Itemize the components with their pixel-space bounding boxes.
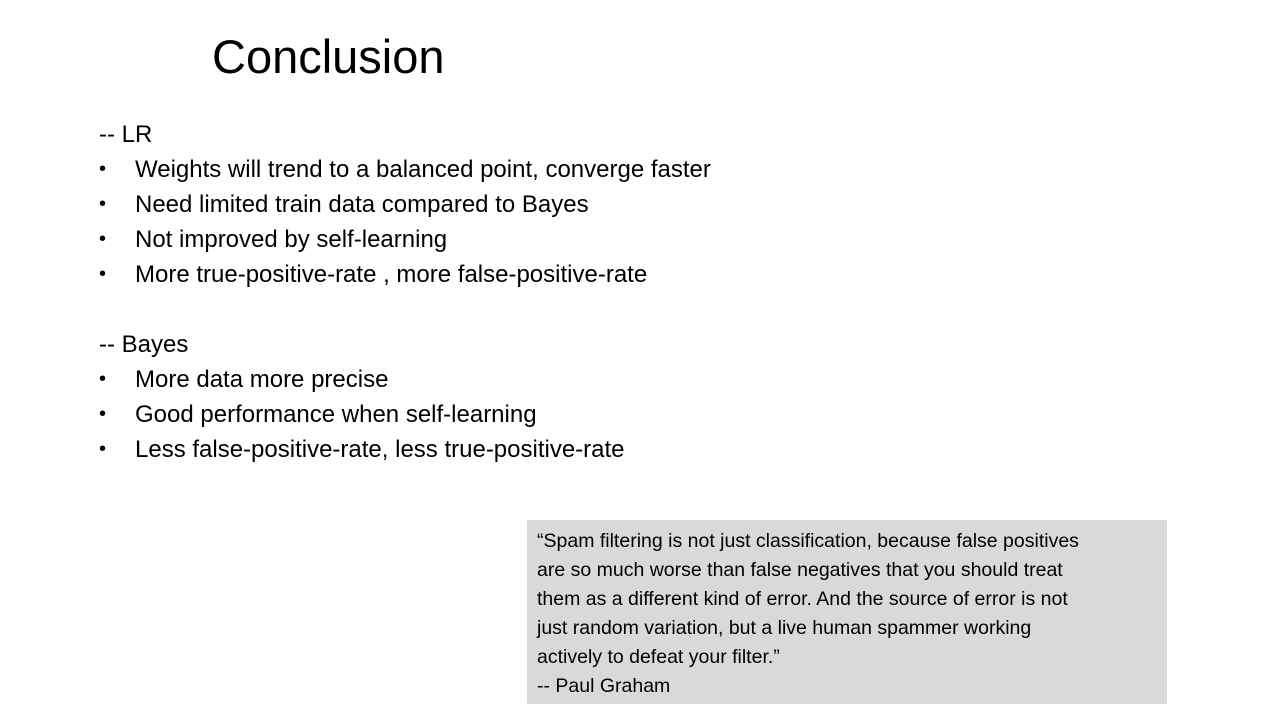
bullet-text: Weights will trend to a balanced point, …	[135, 156, 711, 183]
bullet-text: Not improved by self-learning	[135, 226, 448, 253]
list-item: • Weights will trend to a balanced point,…	[99, 152, 1199, 187]
bullet-text: More true-positive-rate , more false-pos…	[135, 261, 648, 288]
section-spacer	[99, 292, 1199, 327]
bullet-text: Less false-positive-rate, less true-posi…	[135, 436, 625, 463]
lr-bullet-list: • Weights will trend to a balanced point,…	[99, 152, 1199, 292]
quote-line: just random variation, but a live human …	[537, 617, 1032, 639]
quote-attribution: -- Paul Graham	[537, 675, 671, 697]
slide-title: Conclusion	[212, 30, 445, 83]
section-heading-lr: -- LR	[99, 121, 153, 148]
bullet-text: Good performance when self-learning	[135, 401, 537, 428]
quote-line: actively to defeat your filter.”	[537, 646, 780, 668]
bullet-icon: •	[99, 228, 107, 250]
list-item: • More data more precise	[99, 362, 1199, 397]
list-item: • Good performance when self-learning	[99, 397, 1199, 432]
bullet-icon: •	[99, 193, 107, 215]
bullet-text: More data more precise	[135, 366, 389, 393]
quote-box: “Spam filtering is not just classificati…	[527, 520, 1167, 704]
bayes-bullet-list: • More data more precise • Good performanc…	[99, 362, 1199, 467]
quote-line: “Spam filtering is not just classificati…	[537, 530, 1079, 552]
list-item: • More true-positive-rate , more false-po…	[99, 257, 1199, 292]
list-item: • Not improved by self-learning	[99, 222, 1199, 257]
section-heading-bayes: -- Bayes	[99, 331, 189, 358]
quote-line: are so much worse than false negatives t…	[537, 559, 1063, 581]
bullet-icon: •	[99, 158, 107, 180]
list-item: • Need limited train data compared to Bay…	[99, 187, 1199, 222]
bullet-icon: •	[99, 403, 107, 425]
list-item: • Less false-positive-rate, less true-pos…	[99, 432, 1199, 467]
bullet-text: Need limited train data compared to Baye…	[135, 191, 589, 218]
slide-content: -- LR • Weights will trend to a balanced …	[99, 117, 1199, 467]
bullet-icon: •	[99, 368, 107, 390]
quote-line: them as a different kind of error. And t…	[537, 588, 1068, 610]
bullet-icon: •	[99, 438, 107, 460]
bullet-icon: •	[99, 263, 107, 285]
